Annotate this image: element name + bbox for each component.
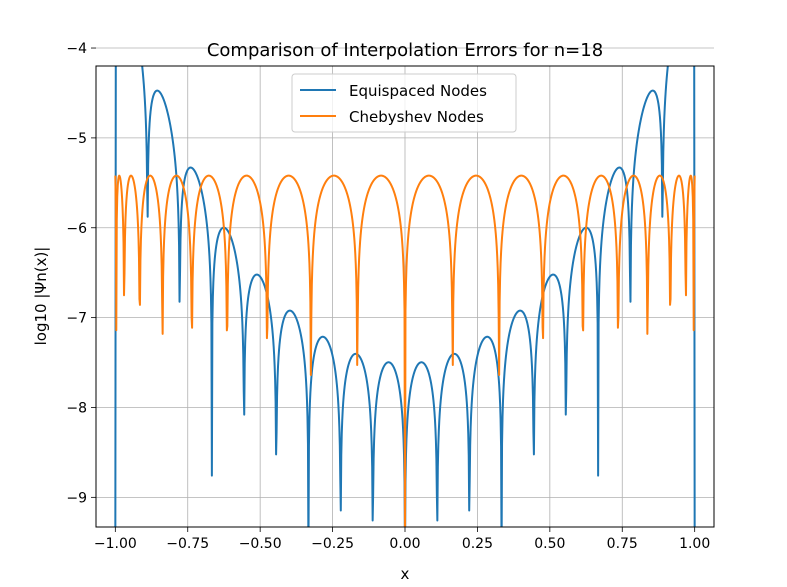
x-tick-label: 0.25 [462,536,493,552]
x-tick-label: −0.25 [311,536,354,552]
legend-label-equispaced: Equispaced Nodes [349,82,487,100]
series-group [114,66,696,527]
x-tick-label: 0.50 [534,536,565,552]
y-tick-label: −4 [66,41,87,57]
x-axis-ticks: −1.00 −0.75 −0.50 −0.25 0.00 0.25 0.50 0.75 1.00 [94,527,710,552]
series-line-equispaced [114,66,696,527]
y-axis-ticks: −9 −8 −7 −6 −5 −4 [66,41,96,506]
legend-box [291,73,517,133]
chart-title: Comparison of Interpolation Errors for n… [207,40,603,61]
x-tick-label: 0.00 [389,536,420,552]
x-tick-label: 1.00 [679,536,710,552]
y-axis-label: log10 |Ψn(x)| [32,247,50,346]
legend-label-chebyshev: Chebyshev Nodes [349,108,484,126]
y-tick-label: −5 [66,131,87,147]
x-tick-label: −0.50 [239,536,282,552]
x-axis-label: x [401,565,410,583]
y-tick-label: −6 [66,221,87,237]
x-tick-label: 0.75 [607,536,638,552]
legend: Equispaced Nodes Chebyshev Nodes [291,73,517,133]
y-tick-label: −8 [66,400,87,416]
y-tick-label: −9 [66,490,87,506]
x-tick-label: −1.00 [94,536,137,552]
series-line-chebyshev [114,174,696,527]
y-tick-label: −7 [66,311,87,327]
x-tick-label: −0.75 [166,536,209,552]
